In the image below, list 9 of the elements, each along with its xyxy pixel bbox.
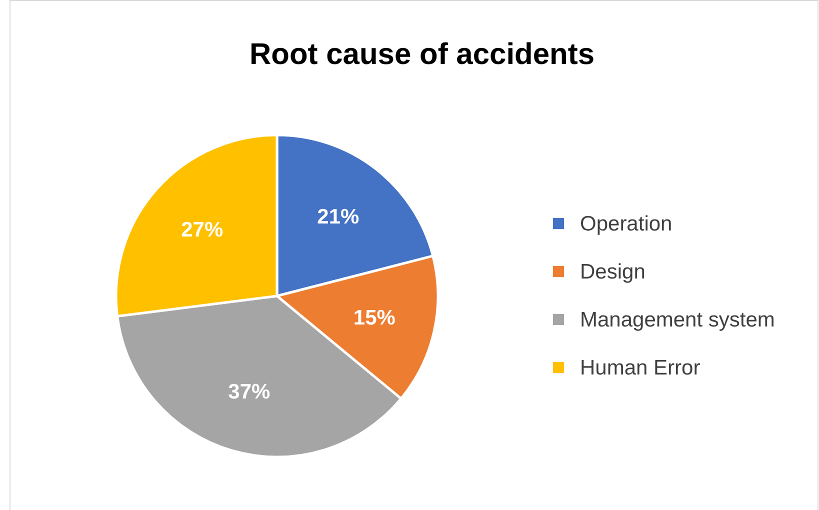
data-label: 21%: [317, 206, 360, 229]
legend-label: Human Error: [580, 356, 700, 380]
data-label: 27%: [181, 218, 224, 242]
legend-label: Management system: [580, 308, 775, 332]
legend-label: Design: [580, 260, 646, 284]
chart-title: Root cause of accidents: [249, 38, 595, 71]
legend-label: Operation: [580, 212, 672, 236]
data-label: 15%: [353, 306, 396, 330]
data-label: 37%: [228, 380, 270, 404]
